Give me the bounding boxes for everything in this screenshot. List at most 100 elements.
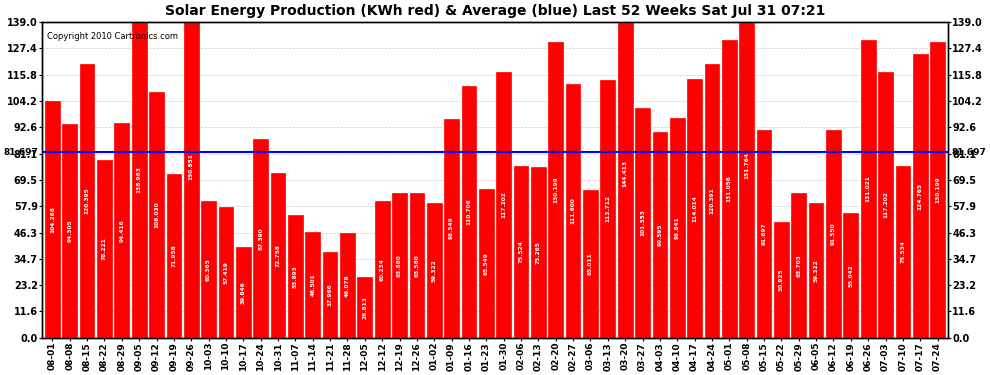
- Text: 63.580: 63.580: [415, 254, 420, 277]
- Text: 113.712: 113.712: [605, 195, 610, 222]
- Bar: [479, 189, 494, 338]
- Text: 120.395: 120.395: [84, 188, 90, 214]
- Text: 131.021: 131.021: [865, 176, 870, 202]
- Text: 46.079: 46.079: [345, 274, 350, 297]
- Bar: [809, 203, 824, 338]
- Text: 94.305: 94.305: [67, 219, 72, 242]
- Text: 65.549: 65.549: [484, 252, 489, 275]
- Text: 131.056: 131.056: [727, 176, 732, 202]
- Bar: [878, 72, 893, 338]
- Bar: [357, 277, 372, 338]
- Text: 75.534: 75.534: [900, 241, 906, 264]
- Bar: [860, 40, 875, 338]
- Text: 53.893: 53.893: [293, 265, 298, 288]
- Bar: [236, 247, 250, 338]
- Bar: [288, 215, 303, 338]
- Text: 63.703: 63.703: [796, 254, 801, 277]
- Bar: [253, 140, 268, 338]
- Bar: [132, 22, 147, 338]
- Text: 104.268: 104.268: [50, 206, 54, 233]
- Text: 151.764: 151.764: [744, 152, 749, 179]
- Bar: [618, 10, 633, 338]
- Text: 96.549: 96.549: [449, 217, 454, 240]
- Bar: [97, 160, 112, 338]
- Bar: [670, 118, 685, 338]
- Bar: [722, 40, 737, 338]
- Bar: [652, 132, 667, 338]
- Bar: [601, 80, 615, 338]
- Bar: [201, 201, 216, 338]
- Bar: [392, 193, 407, 338]
- Text: 110.706: 110.706: [466, 199, 471, 225]
- Bar: [583, 190, 598, 338]
- Text: 124.765: 124.765: [918, 183, 923, 210]
- Text: 60.234: 60.234: [380, 258, 385, 281]
- Bar: [687, 79, 702, 338]
- Text: 81.697: 81.697: [951, 148, 986, 157]
- Text: 65.011: 65.011: [588, 253, 593, 275]
- Text: 91.697: 91.697: [761, 222, 766, 245]
- Bar: [445, 118, 459, 338]
- Bar: [514, 166, 529, 338]
- Bar: [548, 42, 563, 338]
- Text: 46.501: 46.501: [310, 274, 315, 296]
- Text: 60.365: 60.365: [206, 258, 211, 280]
- Text: 138.963: 138.963: [137, 166, 142, 194]
- Bar: [843, 213, 858, 338]
- Bar: [323, 252, 338, 338]
- Bar: [636, 108, 649, 338]
- Text: 90.595: 90.595: [657, 224, 662, 246]
- Text: 59.322: 59.322: [432, 259, 437, 282]
- Bar: [305, 232, 320, 338]
- Title: Solar Energy Production (KWh red) & Average (blue) Last 52 Weeks Sat Jul 31 07:2: Solar Energy Production (KWh red) & Aver…: [164, 4, 826, 18]
- Bar: [45, 101, 59, 338]
- Bar: [826, 130, 841, 338]
- Text: 57.419: 57.419: [224, 261, 229, 284]
- Text: 114.014: 114.014: [692, 195, 697, 222]
- Text: 130.199: 130.199: [553, 177, 558, 203]
- Bar: [461, 86, 476, 338]
- Text: 71.958: 71.958: [171, 245, 176, 267]
- Bar: [931, 42, 945, 338]
- Bar: [496, 72, 511, 338]
- Text: 117.202: 117.202: [501, 191, 506, 218]
- Text: 111.600: 111.600: [570, 198, 575, 225]
- Text: 101.353: 101.353: [640, 209, 645, 236]
- Text: 81.697: 81.697: [4, 148, 39, 157]
- Bar: [565, 84, 580, 338]
- Bar: [913, 54, 928, 338]
- Text: 130.199: 130.199: [936, 177, 940, 203]
- Bar: [531, 167, 545, 338]
- Bar: [149, 93, 164, 338]
- Bar: [705, 64, 720, 338]
- Bar: [166, 174, 181, 338]
- Text: 108.030: 108.030: [154, 202, 159, 228]
- Text: 55.042: 55.042: [848, 264, 853, 286]
- Text: 94.416: 94.416: [120, 219, 125, 242]
- Bar: [756, 129, 771, 338]
- Text: 87.390: 87.390: [258, 227, 263, 250]
- Text: 120.391: 120.391: [710, 188, 715, 214]
- Text: 78.221: 78.221: [102, 237, 107, 260]
- Text: 37.966: 37.966: [328, 283, 333, 306]
- Bar: [410, 194, 425, 338]
- Bar: [184, 0, 199, 338]
- Bar: [791, 193, 806, 338]
- Text: 75.524: 75.524: [519, 241, 524, 264]
- Bar: [341, 233, 354, 338]
- Bar: [427, 203, 442, 338]
- Text: 59.322: 59.322: [814, 259, 819, 282]
- Bar: [740, 0, 754, 338]
- Bar: [115, 123, 130, 338]
- Text: 63.880: 63.880: [397, 254, 402, 277]
- Text: 72.758: 72.758: [275, 244, 280, 267]
- Text: 39.846: 39.846: [241, 281, 246, 304]
- Text: 150.851: 150.851: [189, 153, 194, 180]
- Text: 144.413: 144.413: [623, 160, 628, 187]
- Bar: [896, 166, 910, 338]
- Text: 117.202: 117.202: [883, 191, 888, 218]
- Text: 26.813: 26.813: [362, 296, 367, 319]
- Bar: [62, 124, 77, 338]
- Bar: [270, 172, 285, 338]
- Bar: [219, 207, 234, 338]
